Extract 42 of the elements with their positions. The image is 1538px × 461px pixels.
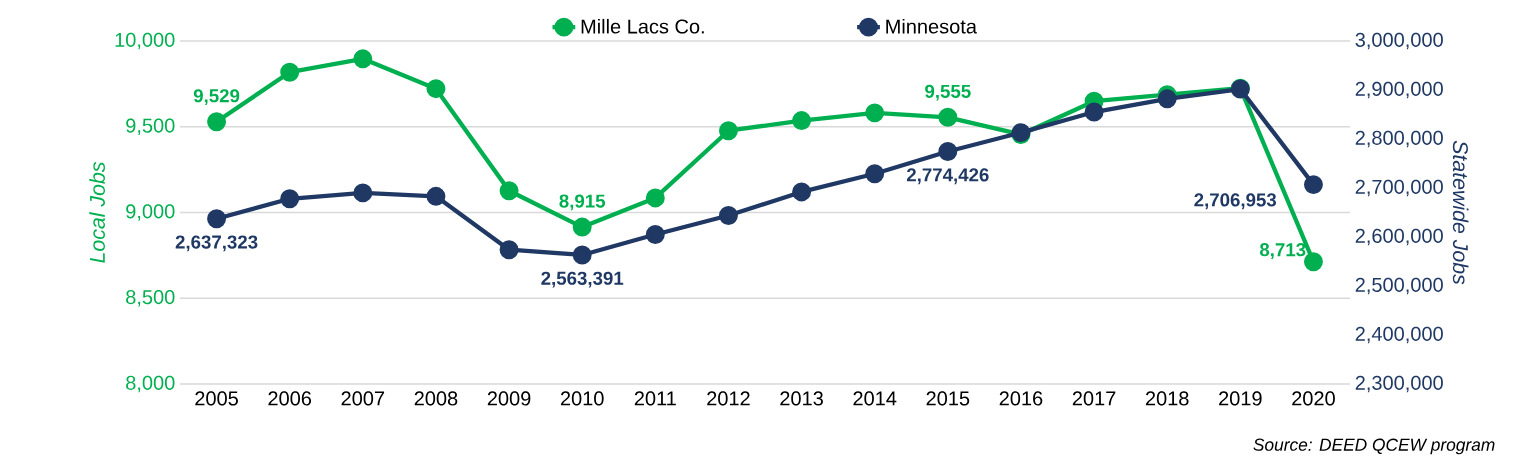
data-label: 2,706,953 [1194, 193, 1277, 210]
y-tick-label: 9,000 [126, 204, 175, 221]
data-label: 9,529 [193, 89, 240, 106]
x-tick-label: 2012 [707, 391, 750, 406]
y2-tick-label: 2,300,000 [1355, 375, 1443, 393]
data-label: 2,563,391 [541, 271, 624, 288]
x-tick-label: 2018 [1145, 391, 1189, 406]
source-note: Source: DEED QCEW program [1253, 438, 1495, 455]
legend-label: Minnesota [886, 18, 977, 34]
y2-tick-label: 2,500,000 [1355, 277, 1443, 295]
y2-tick-label: 2,700,000 [1355, 179, 1443, 197]
y2-tick-label: 2,900,000 [1355, 81, 1443, 99]
x-tick-label: 2020 [1292, 391, 1335, 406]
y-tick-label: 8,000 [126, 375, 175, 393]
x-tick-label: 2011 [634, 391, 676, 406]
data-label: 8,915 [559, 194, 606, 211]
y2-tick-label: 3,000,000 [1355, 32, 1443, 50]
x-tick-label: 2008 [414, 391, 458, 406]
data-label: 2,637,323 [175, 235, 258, 252]
y2-axis-title: Statewide Jobs [1452, 140, 1469, 285]
y-tick-label: 9,500 [126, 118, 175, 136]
x-tick-label: 2010 [560, 391, 604, 406]
x-tick-label: 2019 [1219, 391, 1262, 406]
y2-tick-label: 2,600,000 [1355, 228, 1443, 246]
x-tick-label: 2005 [195, 391, 238, 406]
data-label: 8,713 [1259, 243, 1306, 260]
x-tick-label: 2014 [853, 391, 897, 406]
x-tick-label: 2006 [268, 391, 312, 406]
x-tick-label: 2017 [1072, 391, 1116, 406]
x-tick-label: 2015 [926, 391, 970, 406]
y-axis-title: Local Jobs [89, 161, 105, 263]
x-tick-label: 2016 [999, 391, 1043, 406]
y2-tick-label: 2,400,000 [1355, 326, 1443, 344]
x-tick-label: 2009 [487, 391, 531, 406]
x-tick-label: 2013 [780, 391, 823, 406]
y-tick-label: 10,000 [115, 32, 175, 50]
legend-label: Mille Lacs Co. [581, 18, 704, 34]
y-tick-label: 8,500 [126, 289, 175, 307]
x-tick-label: 2007 [341, 391, 385, 406]
y2-tick-label: 2,800,000 [1355, 130, 1443, 148]
data-label: 2,774,426 [906, 168, 989, 185]
data-label: 9,555 [925, 84, 971, 101]
